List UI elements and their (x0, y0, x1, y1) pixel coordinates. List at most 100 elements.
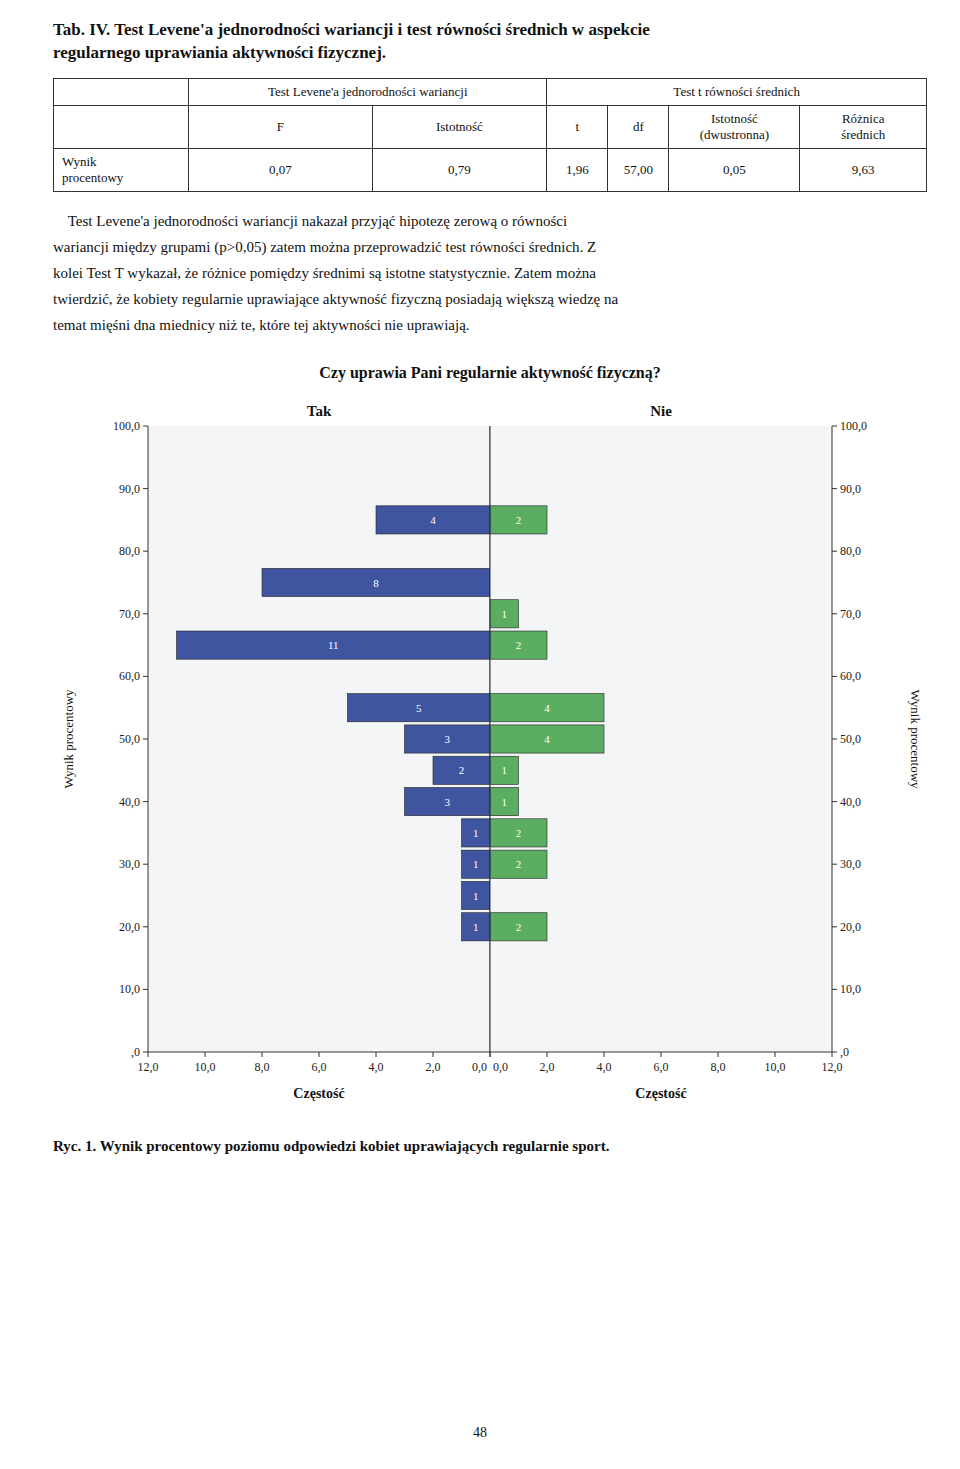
data-label: 1 (502, 764, 508, 776)
tick (319, 1052, 320, 1057)
table-value: 1,96 (547, 149, 608, 192)
tick-label: 80,0 (840, 544, 861, 558)
tick (832, 1052, 837, 1053)
axis-line (490, 426, 491, 1052)
data-label: 3 (445, 733, 451, 745)
page-number: 48 (0, 1425, 960, 1441)
tick-label: 10,0 (195, 1060, 216, 1074)
table-value: 9,63 (800, 149, 927, 192)
body-line: temat mięśni dna miednicy niż te, które … (53, 312, 927, 338)
tick (832, 989, 837, 990)
tick (775, 1052, 776, 1057)
tick-label: 6,0 (654, 1060, 669, 1074)
data-label: 2 (516, 639, 522, 651)
panel: Nie2221144212,010,020,030,040,050,060,07… (490, 403, 923, 1101)
bar (262, 568, 490, 596)
panel: Tak111132351184,010,020,030,040,050,060,… (61, 403, 490, 1101)
bars (490, 506, 604, 941)
data-labels: 2221144212 (502, 514, 551, 933)
tick (832, 488, 837, 489)
axis-line (490, 426, 491, 1052)
title-line: regularnego uprawiania aktywności fizycz… (53, 41, 927, 64)
data-label: 2 (459, 764, 465, 776)
axis-label: Częstość (293, 1086, 344, 1101)
tick-label: 90,0 (840, 482, 861, 496)
body-line: kolei Test T wykazał, że różnice pomiędz… (53, 260, 927, 286)
column-header: t (547, 106, 608, 149)
tick-label: 10,0 (765, 1060, 786, 1074)
tick (143, 1052, 148, 1053)
bar (433, 756, 490, 784)
bar (490, 725, 604, 753)
tick (490, 1052, 491, 1057)
bar (490, 694, 604, 722)
tick (143, 864, 148, 865)
tick-label: 100,0 (113, 419, 140, 433)
data-label: 11 (328, 639, 339, 651)
tick-label: 8,0 (711, 1060, 726, 1074)
chart-title: Czy uprawia Pani regularnie aktywność fi… (319, 364, 660, 382)
bar (490, 756, 519, 784)
body-line: wariancji między grupami (p>0,05) zatem … (53, 234, 927, 260)
bar (462, 913, 491, 941)
column-header: Istotność (372, 106, 547, 149)
tick (143, 989, 148, 990)
data-label: 1 (502, 796, 508, 808)
tick-label: ,0 (840, 1045, 849, 1059)
bar (490, 913, 547, 941)
tick-label: 4,0 (597, 1060, 612, 1074)
group-header: Test Levene'a jednorodności wariancji (189, 79, 547, 106)
tick-label: 20,0 (840, 920, 861, 934)
tick-label: 10,0 (119, 982, 140, 996)
tick (832, 864, 837, 865)
tick-label: 70,0 (840, 607, 861, 621)
data-label: 4 (544, 702, 550, 714)
data-label: 8 (373, 577, 379, 589)
tick (143, 551, 148, 552)
bar (405, 788, 491, 816)
table-cell (54, 79, 189, 106)
table-value: 0,05 (669, 149, 800, 192)
axis-label: Wynik procentowy (908, 689, 923, 789)
tick (148, 1052, 149, 1057)
data-label: 4 (544, 733, 550, 745)
tick (832, 801, 837, 802)
plot-area (148, 426, 490, 1052)
tick (143, 676, 148, 677)
body-text: Test Levene'a jednorodności wariancji na… (53, 208, 927, 338)
tick (262, 1052, 263, 1057)
bar (490, 850, 547, 878)
chart: Czy uprawia Pani regularnie aktywność fi… (53, 352, 927, 1132)
panel-title: Nie (650, 403, 672, 419)
tick-label: 30,0 (840, 857, 861, 871)
tick (832, 739, 837, 740)
row-label: Wynik procentowy (54, 149, 189, 192)
tick (433, 1052, 434, 1057)
data-label: 1 (473, 890, 479, 902)
tick-label: 10,0 (840, 982, 861, 996)
tick-label: 12,0 (138, 1060, 159, 1074)
tick-label: 20,0 (119, 920, 140, 934)
table-row: Test Levene'a jednorodności wariancjiTes… (54, 79, 927, 106)
tick (143, 488, 148, 489)
tick (143, 801, 148, 802)
tick-label: 12,0 (822, 1060, 843, 1074)
tick-label: 0,0 (472, 1060, 487, 1074)
caption: Ryc. 1. Wynik procentowy poziomu odpowie… (53, 1138, 927, 1155)
data-label: 1 (473, 921, 479, 933)
tick-label: 2,0 (426, 1060, 441, 1074)
tick (205, 1052, 206, 1057)
bar (462, 850, 491, 878)
tick-label: 4,0 (369, 1060, 384, 1074)
plot-area (490, 426, 832, 1052)
bar (348, 694, 491, 722)
tick-label: 60,0 (840, 669, 861, 683)
tick-label: 2,0 (540, 1060, 555, 1074)
body-line: twierdzić, że kobiety regularnie uprawia… (53, 286, 927, 312)
tick (832, 1052, 833, 1057)
title-line: Tab. IV. Test Levene'a jednorodności war… (53, 18, 927, 41)
data-label: 2 (516, 921, 522, 933)
table-row: FIstotnośćtdfIstotność (dwustronna)Różni… (54, 106, 927, 149)
table-value: 57,00 (608, 149, 669, 192)
data-label: 2 (516, 514, 522, 526)
